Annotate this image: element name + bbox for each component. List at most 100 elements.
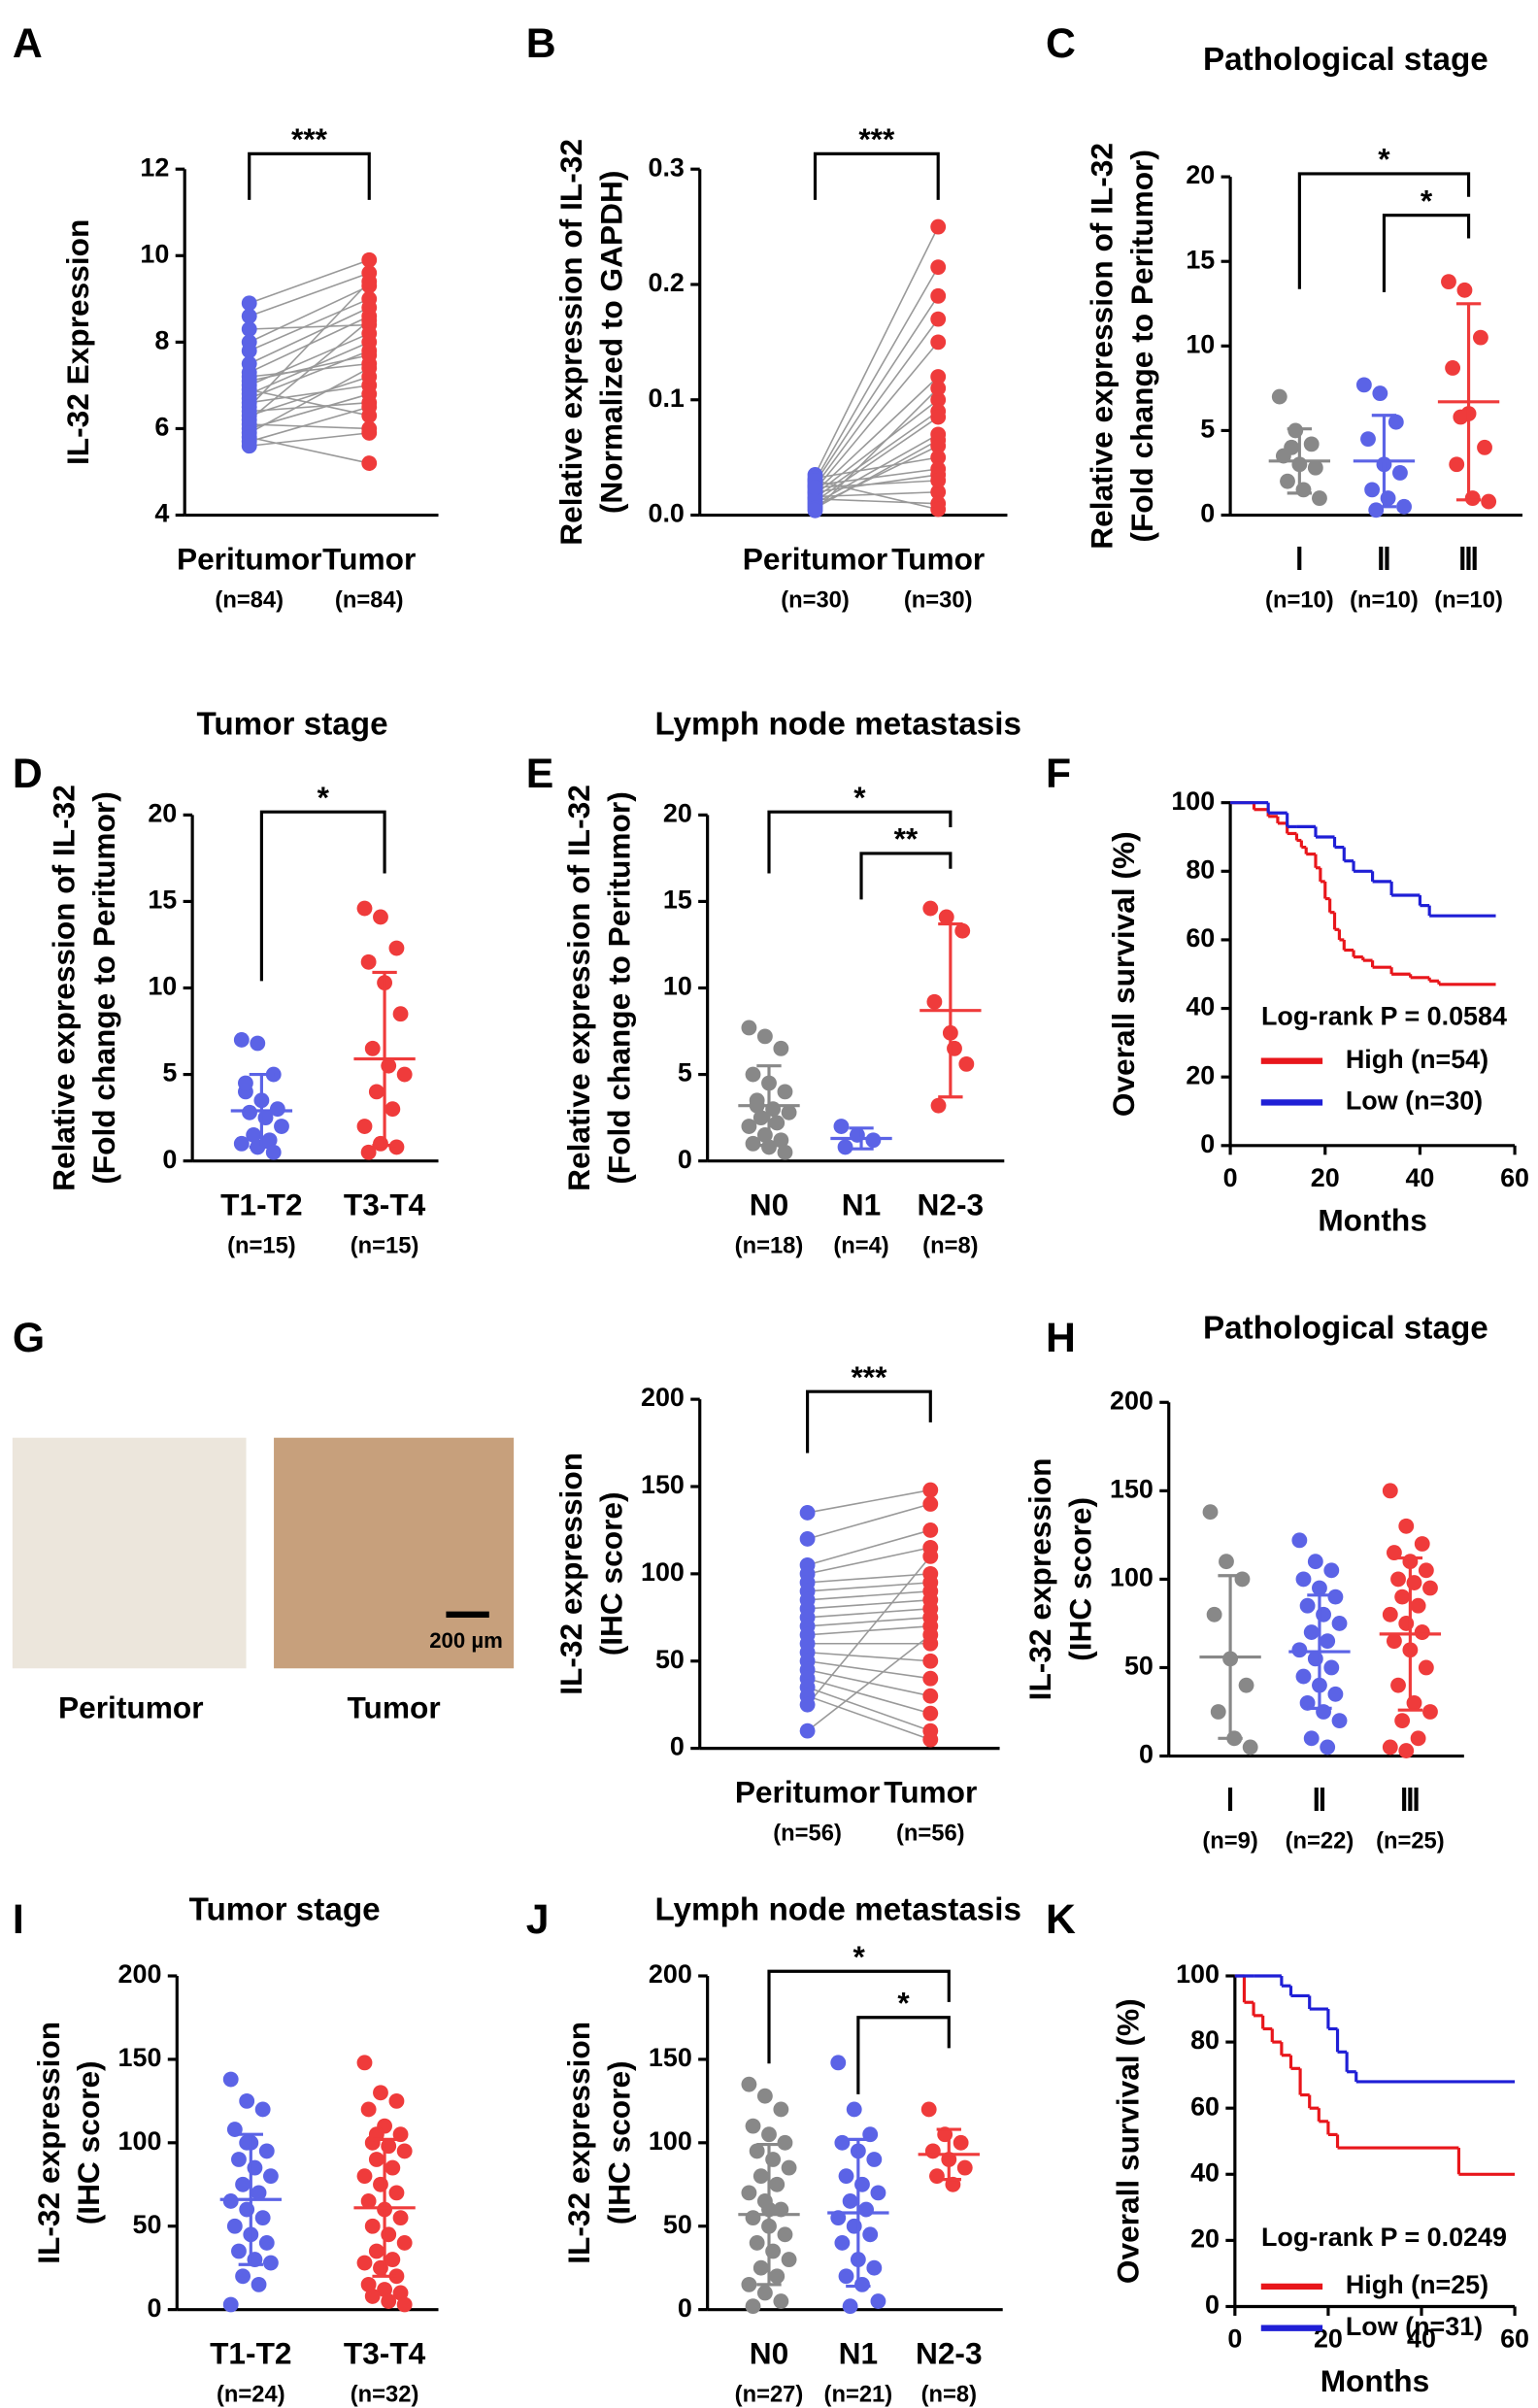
y-axis-label: (Fold change to Peritumor) [1124,150,1159,543]
dot [1414,1536,1430,1552]
dot [773,2101,789,2118]
dot [930,409,947,425]
dot [274,1119,289,1134]
dot [1291,1532,1308,1549]
dot [1390,1677,1406,1693]
y-tick-label: 5 [678,1058,692,1087]
pair-line [807,1617,931,1627]
dot [1410,1597,1426,1614]
y-axis-label: Relative expression of IL-32 [561,785,596,1191]
y-tick-label: 60 [1186,923,1215,953]
dot [388,940,405,956]
pair-line [815,399,939,495]
y-tick-label: 200 [649,1959,692,1989]
dot [1355,377,1372,393]
dot [238,1075,253,1091]
dot [392,1006,409,1022]
panel-letter: K [1046,1896,1076,1943]
dot [1327,1589,1344,1605]
dot [799,1505,816,1521]
dot [364,2218,381,2234]
dot [1323,1659,1340,1676]
dot [1441,274,1456,290]
dot [752,1110,769,1126]
sample-size: (n=30) [781,586,850,613]
dot [254,2101,271,2118]
dot [929,2168,945,2185]
pair-line [807,1529,931,1566]
dot [1386,1633,1402,1650]
dot [761,1139,777,1155]
pair-line [815,468,939,486]
x-tick-label: 60 [1500,1163,1529,1192]
pair-line [807,1582,931,1592]
dot [1284,439,1300,455]
pair-line [814,341,939,490]
dot [1422,1580,1438,1596]
pair-line [807,1590,931,1601]
y-tick-label: 100 [649,2126,692,2156]
dot [777,1084,793,1100]
dot [837,1139,853,1155]
dot [1368,502,1385,518]
y-tick-label: 8 [154,325,169,354]
dot [222,2071,239,2088]
dot [262,2168,279,2185]
dot [756,2285,773,2301]
dot [262,2255,279,2271]
dot [1299,1597,1316,1614]
dot [384,2159,401,2176]
panel-title: Pathological stage [1203,42,1488,78]
tumor-image [274,1437,515,1669]
dot [360,1144,377,1160]
panel-letter: J [526,1896,550,1943]
x-tick-label: 40 [1407,2324,1436,2353]
sample-size: (n=22) [1286,1827,1354,1854]
significance-label: *** [858,121,895,156]
dot [1382,1483,1398,1499]
panel-letter: D [13,751,43,797]
pair-line [806,1555,931,1706]
pair-line [815,416,939,502]
panel-letter: F [1046,751,1071,797]
image-label: Tumor [348,1689,441,1724]
y-axis-label: IL-32 expression [553,1453,588,1695]
dot [956,2159,973,2176]
sample-size: (n=21) [824,2382,893,2408]
dot [235,2268,251,2285]
pair-line [807,1488,931,1514]
significance-bracket [856,2016,951,2094]
dot [361,347,378,363]
dot [246,1127,262,1143]
dot [241,321,257,337]
sample-size: (n=56) [773,1821,842,1847]
category-label: Ⅲ [1399,1782,1421,1817]
y-axis-label: IL-32 expression [31,2022,66,2264]
dot [258,2234,275,2251]
y-axis-label: (IHC score) [71,2060,106,2224]
dot [241,343,257,359]
dot [930,287,947,304]
legend-label: Low (n=30) [1346,1087,1483,1116]
panel-letter: H [1046,1315,1076,1361]
category-label: Tumor [884,1774,977,1809]
dot [392,2210,409,2226]
dot [1382,1739,1398,1756]
dot [1295,1571,1312,1588]
dot [1307,459,1323,476]
category-label: Ⅰ [1225,1782,1234,1817]
dot [930,1097,947,1114]
y-axis-label: (IHC score) [593,1491,628,1656]
category-label: Tumor [322,541,416,576]
sample-size: (n=10) [1434,586,1503,613]
dot [396,2296,413,2313]
dot [233,1135,250,1152]
scale-bar-label: 200 µm [429,1628,503,1653]
dot [356,2255,373,2271]
annotation: Log-rank P = 0.0249 [1261,2223,1507,2252]
y-axis-label: IL-32 Expression [60,219,95,465]
dot [938,909,954,925]
dot [838,2268,854,2285]
x-tick-label: 60 [1500,2324,1529,2353]
category-label: Peritumor [177,541,322,576]
